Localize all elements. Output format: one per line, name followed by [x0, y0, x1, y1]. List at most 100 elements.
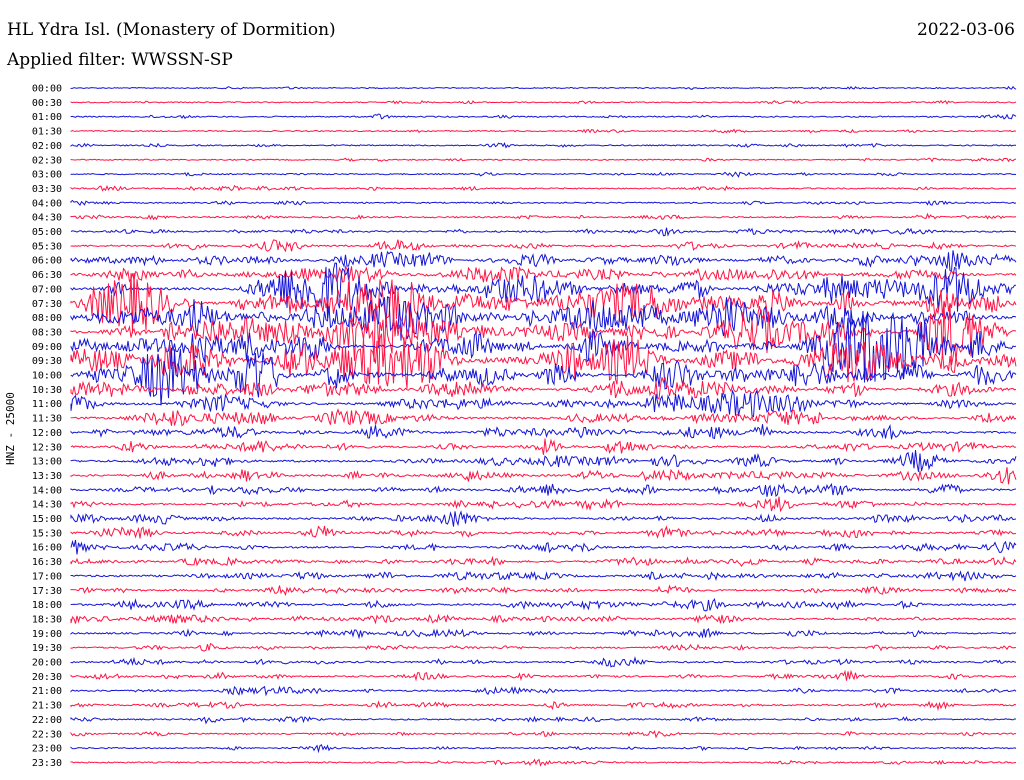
row-time-label: 09:30 [32, 356, 62, 367]
row-time-label: 03:00 [32, 170, 62, 181]
row-time-label: 09:00 [32, 342, 62, 353]
trace-row [70, 250, 1017, 273]
row-time-label: 15:00 [32, 514, 62, 525]
trace-row [70, 555, 1017, 567]
trace-row [70, 389, 1017, 418]
row-time-label: 07:30 [32, 299, 62, 310]
row-time-label: 12:00 [32, 428, 62, 439]
row-time-label: 10:00 [32, 371, 62, 382]
date-label: 2022-03-06 [916, 20, 1015, 40]
row-time-label: 16:30 [32, 557, 62, 568]
row-time-label: 16:00 [32, 543, 62, 554]
trace-row [70, 570, 1017, 582]
row-time-label: 23:30 [32, 758, 62, 769]
trace-row [70, 584, 1017, 597]
row-time-label: 19:00 [32, 629, 62, 640]
trace-row [70, 613, 1017, 625]
trace-row [70, 347, 1017, 406]
trace-row [70, 113, 1017, 120]
trace-row [70, 128, 1017, 134]
trace-row [70, 309, 1017, 383]
trace-row [70, 467, 1017, 485]
trace-row [70, 539, 1017, 555]
trace-row [70, 408, 1017, 427]
trace-row [70, 142, 1016, 149]
row-time-label: 05:30 [32, 241, 62, 252]
trace-row [70, 642, 1017, 652]
trace-row [70, 227, 1017, 237]
trace-row [70, 729, 1016, 739]
trace-row [70, 296, 1017, 341]
filter-label: Applied filter: WWSSN-SP [7, 50, 233, 70]
station-title: HL Ydra Isl. (Monastery of Dormition) [7, 20, 336, 40]
row-time-label: 17:30 [32, 586, 62, 597]
trace-row [70, 303, 1017, 366]
row-time-label: 04:00 [32, 198, 62, 209]
trace-row [70, 598, 1017, 612]
row-time-label: 19:30 [32, 643, 62, 654]
row-time-label: 13:00 [32, 457, 62, 468]
row-time-label: 02:00 [32, 141, 62, 152]
row-time-label: 06:00 [32, 256, 62, 267]
row-time-label: 14:30 [32, 500, 62, 511]
row-time-label: 00:00 [32, 84, 62, 95]
row-time-label: 21:00 [32, 686, 62, 697]
trace-row [70, 262, 1017, 319]
row-time-label: 08:30 [32, 327, 62, 338]
row-time-label: 02:30 [32, 155, 62, 166]
trace-row [70, 423, 1017, 440]
trace-row [70, 482, 1017, 497]
row-time-label: 00:30 [32, 98, 62, 109]
row-time-label: 07:00 [32, 284, 62, 295]
row-time-label: 17:00 [32, 571, 62, 582]
trace-row [70, 376, 1017, 400]
row-time-label: 22:00 [32, 715, 62, 726]
trace-row [70, 700, 1017, 712]
trace-row [70, 758, 1017, 767]
trace-row [70, 669, 1017, 682]
trace-row [70, 272, 1017, 334]
row-time-label: 11:00 [32, 399, 62, 410]
row-time-label: 23:00 [32, 744, 62, 755]
row-time-label: 10:30 [32, 385, 62, 396]
row-time-label: 13:30 [32, 471, 62, 482]
trace-row [70, 212, 1017, 221]
trace-row [70, 85, 1017, 90]
trace-row [70, 450, 1017, 472]
row-time-label: 18:00 [32, 600, 62, 611]
trace-row [70, 157, 1017, 163]
trace-row [70, 171, 1017, 178]
row-time-label: 20:00 [32, 658, 62, 669]
trace-row [70, 510, 1017, 527]
row-time-label: 05:00 [32, 227, 62, 238]
row-time-label: 11:30 [32, 414, 62, 425]
row-time-label: 15:30 [32, 528, 62, 539]
trace-row [70, 715, 1016, 725]
row-time-label: 22:30 [32, 729, 62, 740]
row-time-label: 06:30 [32, 270, 62, 281]
trace-row [70, 333, 1017, 389]
row-time-label: 18:30 [32, 614, 62, 625]
trace-row [70, 199, 1017, 206]
row-time-label: 03:30 [32, 184, 62, 195]
trace-row [70, 239, 1017, 253]
trace-row [70, 627, 1017, 640]
trace-row [70, 265, 1017, 285]
trace-row [70, 99, 1017, 105]
row-time-label: 12:30 [32, 442, 62, 453]
row-time-label: 08:00 [32, 313, 62, 324]
row-time-label: 01:00 [32, 112, 62, 123]
trace-row [70, 685, 1017, 697]
trace-row [70, 525, 1016, 539]
row-time-label: 14:00 [32, 485, 62, 496]
row-time-label: 21:30 [32, 701, 62, 712]
trace-row [70, 184, 1017, 192]
trace-row [70, 656, 1017, 668]
row-time-label: 01:30 [32, 127, 62, 138]
trace-row [70, 496, 1017, 513]
row-time-label: 04:30 [32, 213, 62, 224]
row-time-label: 20:30 [32, 672, 62, 683]
trace-row [70, 744, 1017, 754]
trace-row [70, 438, 1017, 455]
